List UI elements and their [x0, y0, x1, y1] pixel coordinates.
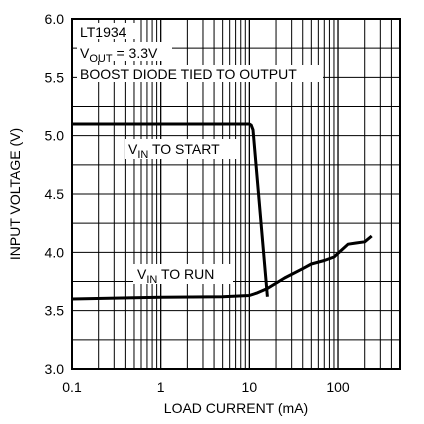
vin-start-rest: TO START: [148, 141, 220, 157]
y-tick-label: 3.5: [45, 303, 65, 319]
y-tick-label: 4.0: [45, 244, 65, 260]
series-label-vin-to-start: VIN TO START: [128, 141, 220, 161]
vout-rest: = 3.3V: [113, 45, 158, 61]
x-axis-title: LOAD CURRENT (mA): [164, 400, 308, 416]
annotation-boost-diode: BOOST DIODE TIED TO OUTPUT: [80, 66, 297, 82]
vin-start-sub: IN: [137, 149, 148, 161]
x-tick-label: 100: [326, 379, 350, 395]
vin-run-main: V: [137, 266, 147, 282]
annotation-backgrounds: [77, 23, 323, 82]
vout-sub: OUT: [89, 53, 113, 65]
y-tick-label: 3.0: [45, 361, 65, 377]
plot-frame: [71, 18, 401, 370]
y-tick-label: 4.5: [45, 186, 65, 202]
vout-main: V: [80, 45, 90, 61]
vin-start-main: V: [128, 141, 138, 157]
annotation-vout: VOUT = 3.3V: [80, 45, 158, 65]
label-bg-vin-to-start: [125, 139, 238, 159]
series-line-vin-to-start: [72, 122, 269, 297]
annotation-bg-diode: [77, 65, 323, 82]
y-tick-labels: 3.0 3.5 4.0 4.5 5.0 5.5 6.0: [45, 11, 65, 377]
y-axis-title: INPUT VOLTAGE (V): [7, 128, 23, 260]
vin-run-sub: IN: [146, 274, 157, 286]
series-label-vin-to-run: VIN TO RUN: [137, 266, 214, 286]
x-tick-labels: 0.1 1 10 100: [62, 379, 350, 395]
x-tick-label: 1: [157, 379, 165, 395]
series-lines: [71, 122, 373, 301]
y-tick-label: 5.0: [45, 128, 65, 144]
annotation-bg-vout: [77, 42, 172, 61]
vin-run-rest: TO RUN: [157, 266, 214, 282]
annotation-part-number: LT1934: [80, 24, 127, 40]
y-tick-label: 5.5: [45, 69, 65, 85]
label-bg-vin-to-run: [133, 264, 233, 284]
x-tick-label: 0.1: [62, 379, 82, 395]
annotation-bg-part: [77, 23, 137, 39]
series-line-vin-to-run: [71, 234, 373, 301]
y-tick-label: 6.0: [45, 11, 65, 27]
series-labels: [125, 139, 238, 284]
x-tick-label: 10: [242, 379, 258, 395]
